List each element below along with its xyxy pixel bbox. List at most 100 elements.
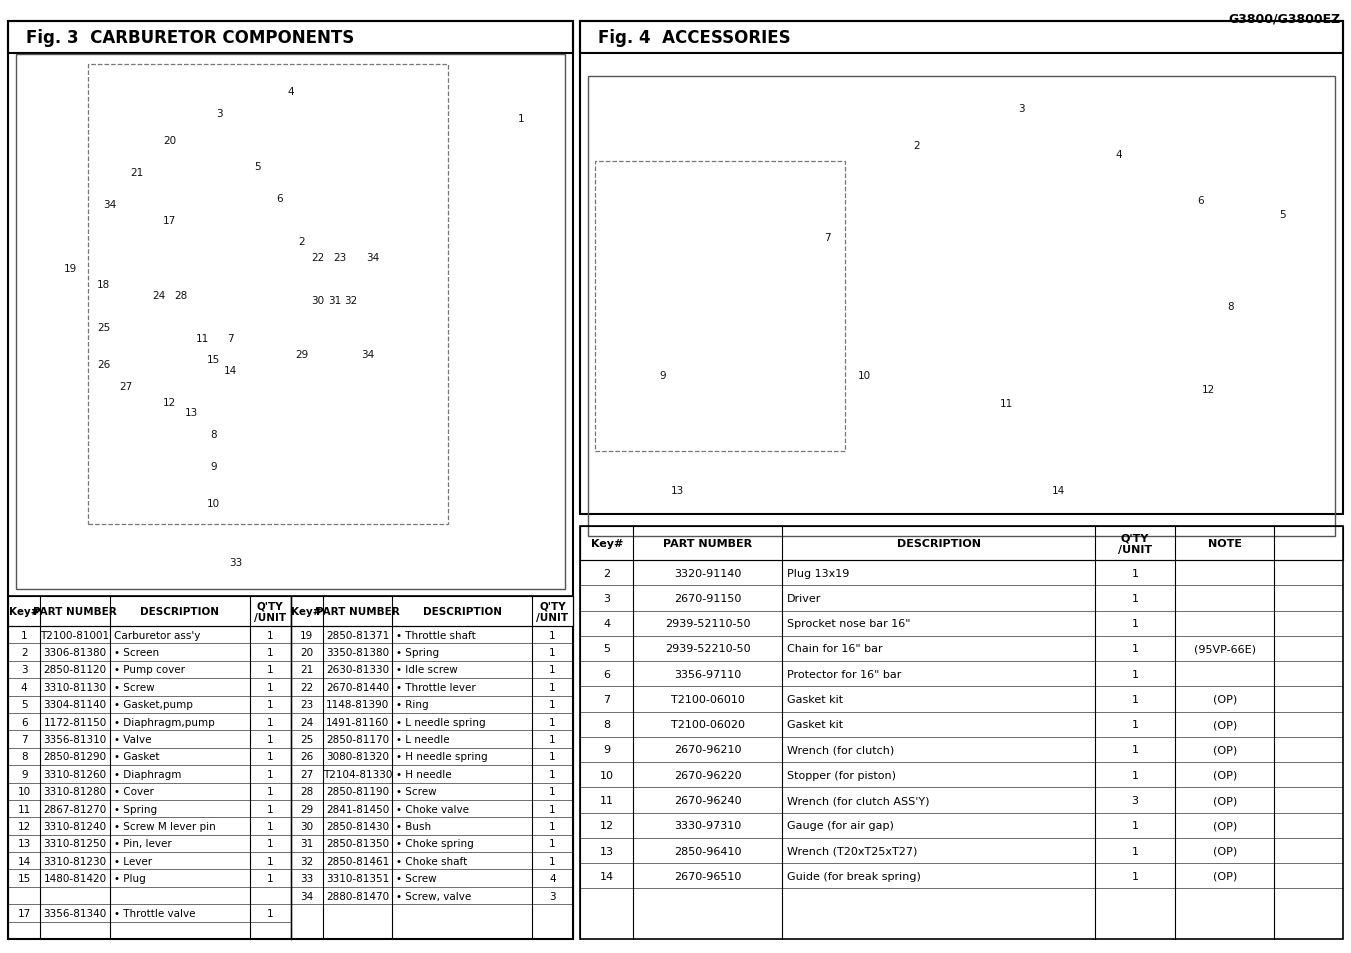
Text: 22: 22 — [300, 682, 313, 692]
Text: Key#: Key# — [590, 538, 623, 548]
Text: (OP): (OP) — [1213, 795, 1238, 805]
Text: 1: 1 — [550, 856, 555, 866]
Text: 1480-81420: 1480-81420 — [43, 873, 107, 883]
Text: DESCRIPTION: DESCRIPTION — [141, 606, 219, 617]
Text: 3310-81250: 3310-81250 — [43, 839, 107, 848]
Text: 15: 15 — [18, 873, 31, 883]
Text: • Pump cover: • Pump cover — [113, 665, 185, 675]
Text: 2670-96210: 2670-96210 — [674, 744, 742, 755]
Text: Plug 13x19: Plug 13x19 — [788, 568, 850, 578]
Text: 12: 12 — [1201, 384, 1215, 395]
Text: 1: 1 — [266, 839, 273, 848]
Text: 1: 1 — [1132, 770, 1139, 780]
Text: Wrench (for clutch ASS'Y): Wrench (for clutch ASS'Y) — [788, 795, 929, 805]
Text: 34: 34 — [366, 253, 380, 263]
Text: 1: 1 — [550, 821, 555, 831]
Text: 6: 6 — [276, 194, 282, 204]
Text: 2670-91150: 2670-91150 — [674, 594, 742, 603]
Text: • Lever: • Lever — [113, 856, 151, 866]
Text: 11: 11 — [1000, 398, 1013, 408]
Text: 2670-96220: 2670-96220 — [674, 770, 742, 780]
Text: 1: 1 — [266, 908, 273, 918]
Text: • Throttle shaft: • Throttle shaft — [396, 630, 476, 640]
Text: 1: 1 — [266, 803, 273, 814]
Text: 33: 33 — [300, 873, 313, 883]
Text: 32: 32 — [345, 295, 358, 306]
Text: 3: 3 — [1017, 104, 1024, 114]
Text: • Bush: • Bush — [396, 821, 431, 831]
Text: 8: 8 — [211, 430, 218, 439]
Text: 3310-81280: 3310-81280 — [43, 786, 107, 797]
Text: 1: 1 — [1132, 871, 1139, 881]
Text: • Choke shaft: • Choke shaft — [396, 856, 467, 866]
Text: 1: 1 — [266, 856, 273, 866]
Text: 1: 1 — [550, 630, 555, 640]
Text: 1: 1 — [1132, 669, 1139, 679]
Text: 3304-81140: 3304-81140 — [43, 700, 107, 709]
Text: Fig. 3  CARBURETOR COMPONENTS: Fig. 3 CARBURETOR COMPONENTS — [26, 29, 354, 47]
Text: 23: 23 — [334, 253, 347, 263]
Text: 1: 1 — [550, 717, 555, 727]
Text: 2850-81190: 2850-81190 — [326, 786, 389, 797]
Text: 2670-96240: 2670-96240 — [674, 795, 742, 805]
Bar — [594, 162, 844, 452]
Text: • Cover: • Cover — [113, 786, 154, 797]
Text: (OP): (OP) — [1213, 694, 1238, 704]
Text: 2: 2 — [913, 141, 920, 151]
Text: 3: 3 — [20, 665, 27, 675]
Text: 9: 9 — [20, 769, 27, 779]
Text: G3800/G3800EZ: G3800/G3800EZ — [1229, 12, 1342, 25]
Text: • Pin, lever: • Pin, lever — [113, 839, 172, 848]
Bar — [8, 597, 290, 626]
Text: 4: 4 — [603, 618, 611, 629]
Text: 1: 1 — [266, 752, 273, 761]
Text: 2670-96510: 2670-96510 — [674, 871, 742, 881]
Text: 2630-81330: 2630-81330 — [326, 665, 389, 675]
Text: Guide (for break spring): Guide (for break spring) — [788, 871, 921, 881]
Text: 4: 4 — [550, 873, 555, 883]
Text: 6: 6 — [20, 717, 27, 727]
Text: 3356-81310: 3356-81310 — [43, 734, 107, 744]
Text: 9: 9 — [659, 371, 666, 380]
Text: Wrench (for clutch): Wrench (for clutch) — [788, 744, 894, 755]
Text: 13: 13 — [600, 845, 613, 856]
Text: 2939-52110-50: 2939-52110-50 — [665, 618, 751, 629]
Bar — [16, 55, 565, 589]
Text: Q'TY
/UNIT: Q'TY /UNIT — [254, 600, 286, 622]
Text: 2880-81470: 2880-81470 — [326, 891, 389, 901]
Text: 21: 21 — [300, 665, 313, 675]
Text: 5: 5 — [603, 644, 611, 654]
Text: 10: 10 — [207, 498, 220, 509]
Bar — [290, 597, 573, 626]
Text: 3310-81130: 3310-81130 — [43, 682, 107, 692]
Bar — [8, 597, 573, 939]
Text: 4: 4 — [288, 88, 293, 97]
Text: 1: 1 — [517, 114, 524, 124]
Bar — [580, 22, 1343, 515]
Text: 3306-81380: 3306-81380 — [43, 647, 107, 658]
Text: 8: 8 — [20, 752, 27, 761]
Text: 1172-81150: 1172-81150 — [43, 717, 107, 727]
Text: 29: 29 — [300, 803, 313, 814]
Text: 26: 26 — [97, 360, 111, 370]
Text: 2850-81170: 2850-81170 — [326, 734, 389, 744]
Text: Protector for 16" bar: Protector for 16" bar — [788, 669, 901, 679]
Text: 29: 29 — [295, 349, 308, 359]
Text: 3350-81380: 3350-81380 — [326, 647, 389, 658]
Text: 3080-81320: 3080-81320 — [326, 752, 389, 761]
Text: 2850-81430: 2850-81430 — [326, 821, 389, 831]
Text: • Screen: • Screen — [113, 647, 159, 658]
Text: 12: 12 — [163, 397, 177, 407]
Text: PART NUMBER: PART NUMBER — [316, 606, 400, 617]
Text: • Spring: • Spring — [113, 803, 157, 814]
Text: • Gasket: • Gasket — [113, 752, 159, 761]
Text: 1: 1 — [266, 734, 273, 744]
Text: 7: 7 — [603, 694, 611, 704]
Text: 1: 1 — [1132, 568, 1139, 578]
Text: 2850-81290: 2850-81290 — [43, 752, 107, 761]
Text: Q'TY
/UNIT: Q'TY /UNIT — [536, 600, 569, 622]
Text: 3310-81351: 3310-81351 — [326, 873, 389, 883]
Text: 24: 24 — [153, 291, 165, 300]
Text: 6: 6 — [1197, 196, 1204, 206]
Text: 3310-81240: 3310-81240 — [43, 821, 107, 831]
